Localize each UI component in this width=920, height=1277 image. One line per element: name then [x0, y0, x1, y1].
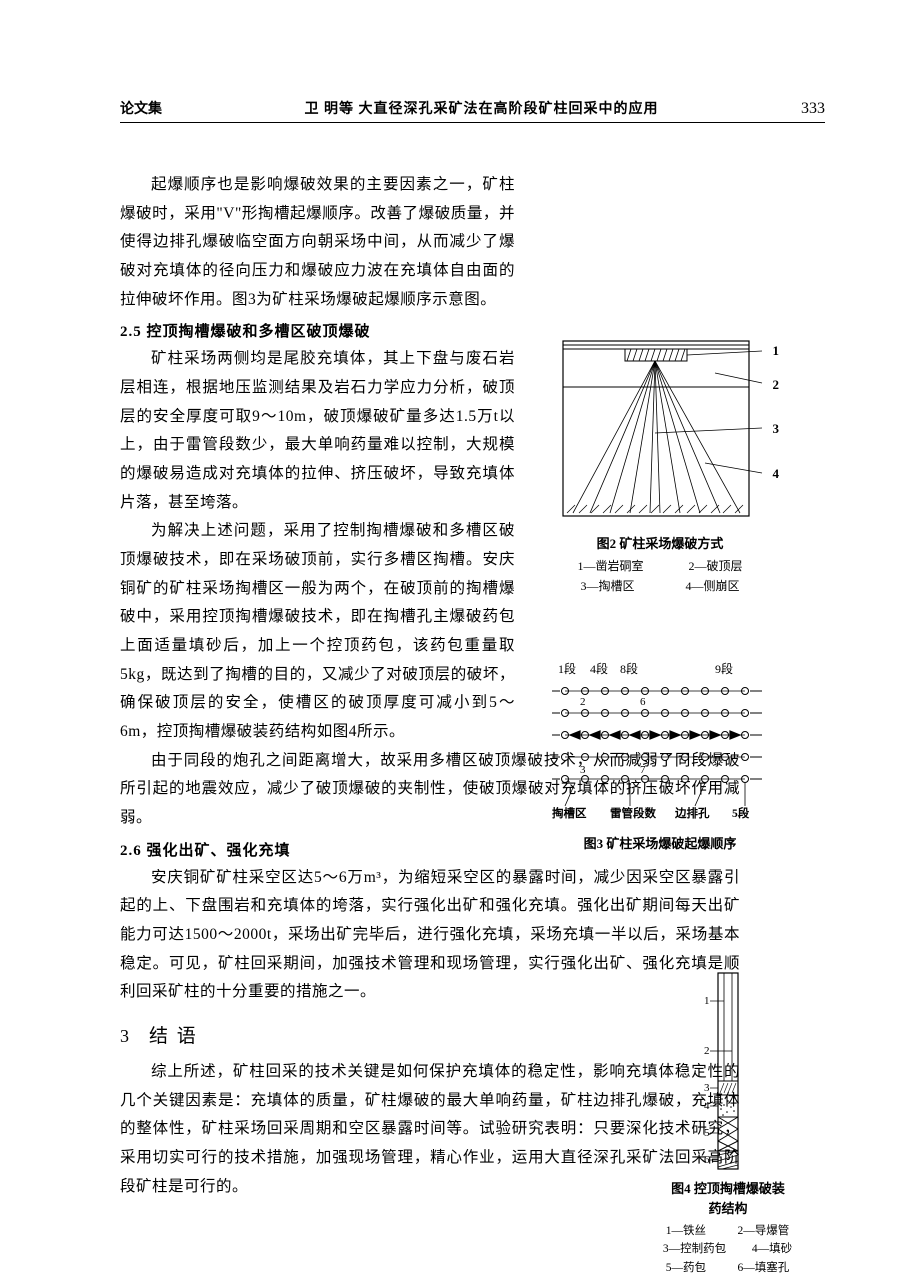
fig2-legend-1: 1—凿岩硐室: [577, 556, 643, 576]
section-number: 3: [120, 1026, 131, 1046]
paragraph: 矿柱采场两侧均是尾胶充填体，其上下盘与废石岩层相连，根据地压监测结果及岩石力学应…: [120, 345, 515, 517]
paragraph: 安庆铜矿矿柱采空区达5～6万m³，为缩短采空区的暴露时间，减少因采空区暴露引起的…: [120, 864, 740, 1007]
svg-text:5: 5: [704, 1127, 710, 1139]
svg-text:9段: 9段: [715, 661, 733, 676]
svg-text:4段: 4段: [590, 661, 608, 676]
fig2-legend: 1—凿岩硐室 2—破顶层 3—掏槽区 4—侧崩区: [555, 556, 765, 597]
fig4-legend-1: 1—铁丝: [666, 1222, 706, 1240]
svg-text:雷管段数: 雷管段数: [610, 806, 656, 819]
fig4-diagram: 1 2 3 4 5 6: [704, 971, 752, 1171]
fig2-label-2: 2: [773, 377, 780, 393]
svg-text:5段: 5段: [732, 806, 750, 819]
svg-text:1: 1: [704, 995, 710, 1007]
page-number: 333: [801, 100, 825, 118]
fig3-diagram: 1段 4段 8段 9段: [550, 661, 770, 819]
fig2-legend-4: 4—侧崩区: [685, 576, 739, 596]
fig2-label-3: 3: [773, 421, 780, 437]
fig2-caption: 图2 矿柱采场爆破方式: [555, 533, 765, 552]
fig4-legend-3: 3—控制药包: [663, 1240, 726, 1258]
fig4-legend-5: 5—药包: [666, 1259, 706, 1277]
svg-text:6: 6: [640, 696, 646, 708]
paragraph: 综上所述，矿柱回采的技术关键是如何保护充填体的稳定性，影响充填体稳定性的几个关键…: [120, 1058, 740, 1201]
paragraph: 起爆顺序也是影响爆破效果的主要因素之一，矿柱爆破时，采用"V"形掏槽起爆顺序。改…: [120, 171, 515, 314]
header-title: 卫 明等 大直径深孔采矿法在高阶段矿柱回采中的应用: [305, 98, 659, 118]
figure-3: 1段 4段 8段 9段: [550, 661, 770, 852]
figure-4: 1 2 3 4 5 6 图4 控顶掏槽爆破装药结构 1—铁丝 2—导爆管 3—控…: [690, 971, 765, 1277]
figure-2: 1 2 3 4 图2 矿柱采场爆破方式 1—凿岩硐室 2—破顶层 3—掏槽区 4…: [555, 333, 765, 597]
fig2-label-1: 1: [773, 343, 780, 359]
svg-text:掏槽区: 掏槽区: [552, 806, 587, 819]
fig2-diagram: [555, 333, 765, 523]
header-section-label: 论文集: [120, 98, 162, 118]
svg-text:7: 7: [640, 764, 646, 776]
fig4-legend-2: 2—导爆管: [738, 1222, 790, 1240]
svg-text:边排孔: 边排孔: [674, 806, 710, 819]
fig4-legend: 1—铁丝 2—导爆管 3—控制药包 4—填砂 5—药包 6—填塞孔: [650, 1222, 805, 1277]
page-header: 论文集 卫 明等 大直径深孔采矿法在高阶段矿柱回采中的应用 333: [120, 98, 825, 123]
paragraph: 为解决上述问题，采用了控制掏槽爆破和多槽区破顶爆破技术，即在采场破顶前，实行多槽…: [120, 517, 515, 746]
fig2-legend-2: 2—破顶层: [688, 556, 742, 576]
svg-text:2: 2: [704, 1045, 710, 1057]
svg-text:2: 2: [580, 696, 586, 708]
section-heading-2-5: 2.5 控顶掏槽爆破和多槽区破顶爆破: [120, 320, 515, 341]
fig3-caption: 图3 矿柱采场爆破起爆顺序: [550, 833, 770, 852]
fig2-legend-3: 3—掏槽区: [580, 576, 634, 596]
fig4-legend-6: 6—填塞孔: [738, 1259, 790, 1277]
section-title: 结 语: [149, 1026, 198, 1047]
fig4-caption: 图4 控顶掏槽爆破装药结构: [668, 1179, 788, 1218]
svg-text:6: 6: [704, 1154, 710, 1166]
svg-text:8段: 8段: [620, 661, 638, 676]
fig4-legend-4: 4—填砂: [752, 1240, 792, 1258]
fig3-seg1: 1段: [558, 661, 576, 676]
fig2-label-4: 4: [773, 466, 780, 482]
svg-text:4: 4: [704, 1100, 710, 1112]
svg-text:3: 3: [580, 764, 586, 776]
content-area: 起爆顺序也是影响爆破效果的主要因素之一，矿柱爆破时，采用"V"形掏槽起爆顺序。改…: [120, 171, 825, 1202]
svg-text:3: 3: [704, 1082, 710, 1094]
